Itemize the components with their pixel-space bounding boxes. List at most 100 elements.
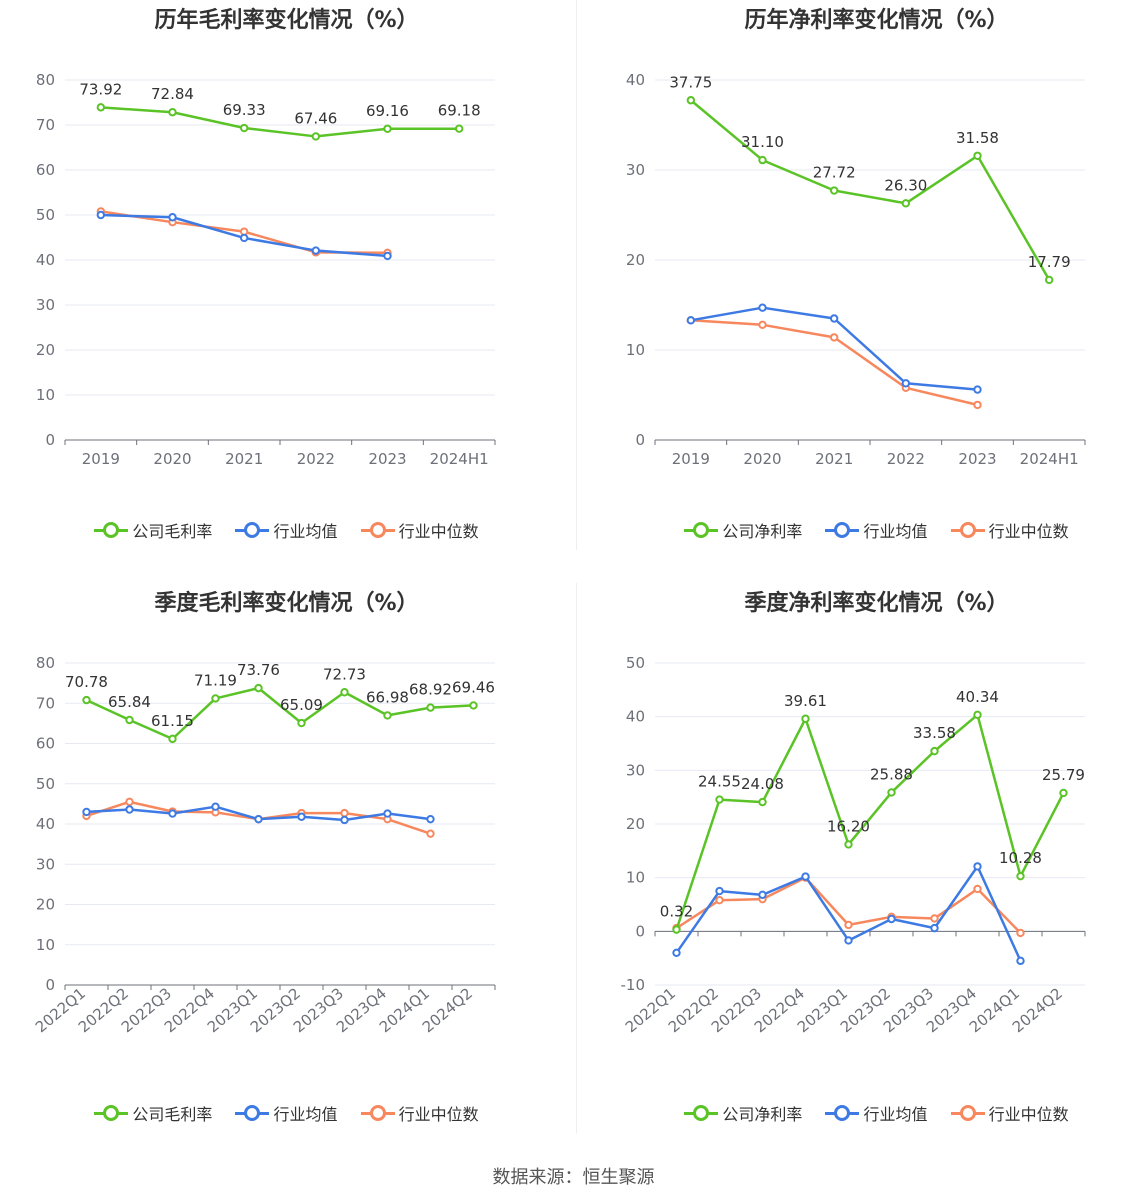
data-label: 10.28: [999, 849, 1042, 867]
data-point-industry-average: [297, 812, 306, 821]
x-tick-label: 2022: [297, 450, 335, 468]
data-label: 72.84: [151, 85, 194, 103]
chart-plot: -10010203040502022Q12022Q22022Q32022Q420…: [621, 654, 1086, 1036]
legend-label: 行业均值: [273, 522, 338, 541]
chart-panel-quarterly-net-margin: 季度净利率变化情况（%） -10 0 10 20 30 40 50 2022Q1 2022Q2 2…: [590, 583, 1147, 1163]
legend-line-icon: [684, 521, 719, 539]
data-label: 27.72: [813, 164, 856, 182]
data-point-company: [469, 701, 478, 710]
data-point-industry-average: [758, 303, 767, 312]
legend-label: 行业中位数: [398, 522, 479, 541]
data-point-industry-median: [829, 333, 839, 342]
series-line-company: [675, 713, 1065, 931]
data-point-company: [311, 132, 321, 141]
data-label: 37.75: [669, 73, 712, 91]
y-tick-label: 40: [626, 708, 645, 726]
chart-plot: 010203040506070802022Q12022Q22022Q32022Q…: [32, 654, 496, 1036]
data-point-industry-average: [1016, 956, 1025, 966]
data-point-company: [168, 108, 177, 117]
data-point-industry-average: [715, 886, 724, 896]
data-point-company: [829, 186, 839, 195]
chart-panel-annual-gross-margin: 历年毛利率变化情况（%） 0 10 20 30 40 50 60 70 80 2019 2020 20…: [0, 0, 573, 580]
y-tick-label: 70: [36, 116, 55, 134]
data-label: 69.33: [223, 101, 266, 119]
y-tick-label: 40: [36, 815, 55, 833]
chart-legend: 公司净利率 行业均值 行业中位数: [590, 1101, 1147, 1125]
y-tick-label: 80: [36, 654, 55, 672]
data-point-industry-average: [829, 314, 839, 323]
data-label: 40.34: [956, 688, 999, 706]
legend-item-industry-median[interactable]: 行业中位数: [360, 518, 479, 542]
y-tick-label: 20: [36, 896, 55, 914]
legend-item-industry-average[interactable]: 行业均值: [825, 518, 928, 542]
data-point-industry-average: [254, 814, 263, 824]
data-point-industry-average: [844, 936, 853, 945]
data-label: 61.15: [151, 712, 194, 730]
legend-item-industry-average[interactable]: 行业均值: [235, 1101, 338, 1125]
data-label: 0.32: [660, 903, 693, 921]
series-line-company: [100, 106, 460, 138]
chart-title: 季度毛利率变化情况（%）: [154, 591, 419, 616]
data-point-industry-average: [686, 316, 696, 325]
legend-line-icon: [825, 1104, 860, 1122]
data-point-industry-average: [801, 872, 810, 881]
y-tick-label: 30: [36, 855, 55, 873]
data-point-industry-average: [383, 809, 392, 818]
y-tick-label: 10: [36, 936, 55, 954]
y-tick-label: 0: [635, 431, 645, 449]
data-point-industry-average: [125, 805, 134, 814]
data-label: 26.30: [884, 176, 927, 194]
data-point-company: [340, 688, 349, 697]
data-point-company: [801, 714, 810, 723]
legend-item-company[interactable]: 公司毛利率: [94, 1101, 212, 1125]
data-label: 65.09: [280, 696, 323, 714]
data-point-industry-median: [426, 829, 435, 838]
data-point-company: [715, 795, 724, 804]
data-point-industry-median: [844, 920, 853, 930]
x-tick-label: 2020: [743, 450, 781, 468]
data-point-company: [96, 103, 106, 112]
data-point-company: [887, 788, 896, 797]
chart-title: 历年毛利率变化情况（%）: [154, 8, 419, 33]
data-label: 69.16: [366, 102, 409, 120]
legend-item-company[interactable]: 公司净利率: [684, 1101, 802, 1125]
legend-line-icon: [825, 521, 860, 539]
legend-item-company[interactable]: 公司毛利率: [94, 518, 212, 542]
data-label: 25.79: [1042, 766, 1085, 784]
data-point-industry-average: [311, 246, 321, 255]
data-point-company: [239, 123, 249, 133]
data-point-industry-average: [672, 948, 681, 957]
data-label: 65.84: [108, 693, 151, 711]
legend-label: 行业均值: [863, 1105, 928, 1124]
data-point-industry-average: [973, 862, 982, 871]
legend-item-industry-median[interactable]: 行业中位数: [360, 1101, 479, 1125]
legend-line-icon: [360, 521, 395, 539]
data-point-company: [1016, 871, 1025, 881]
legend-line-icon: [94, 521, 129, 539]
y-tick-label: 0: [45, 431, 55, 449]
series-line-company: [690, 99, 1051, 281]
data-point-industry-median: [930, 914, 939, 923]
legend-item-industry-average[interactable]: 行业均值: [235, 518, 338, 542]
data-point-company: [1044, 275, 1054, 285]
legend-line-icon: [235, 521, 270, 539]
data-point-industry-median: [758, 320, 767, 329]
legend-item-industry-median[interactable]: 行业中位数: [950, 518, 1069, 542]
x-tick-label: 2022: [887, 450, 925, 468]
x-tick-label: 2024H1: [1020, 450, 1079, 468]
data-point-company: [383, 124, 392, 133]
legend-item-industry-average[interactable]: 行业均值: [825, 1101, 928, 1125]
data-point-company: [168, 734, 177, 744]
legend-item-industry-median[interactable]: 行业中位数: [950, 1101, 1069, 1125]
x-tick-label: 2024H1: [430, 450, 489, 468]
chart-plot: 0 10 20 30 40 2019 2020 2021 2022 2023 2024H1 37.75…: [626, 71, 1086, 468]
x-tick-label: 2019: [82, 450, 120, 468]
data-point-industry-average: [96, 210, 106, 220]
data-point-company: [211, 694, 220, 703]
x-tick-label: 2021: [815, 450, 853, 468]
y-tick-label: 80: [36, 71, 55, 89]
legend-item-company[interactable]: 公司净利率: [684, 518, 802, 542]
data-label: 68.92: [409, 681, 452, 699]
data-point-industry-median: [1016, 928, 1025, 938]
legend-label: 公司净利率: [722, 1105, 803, 1124]
